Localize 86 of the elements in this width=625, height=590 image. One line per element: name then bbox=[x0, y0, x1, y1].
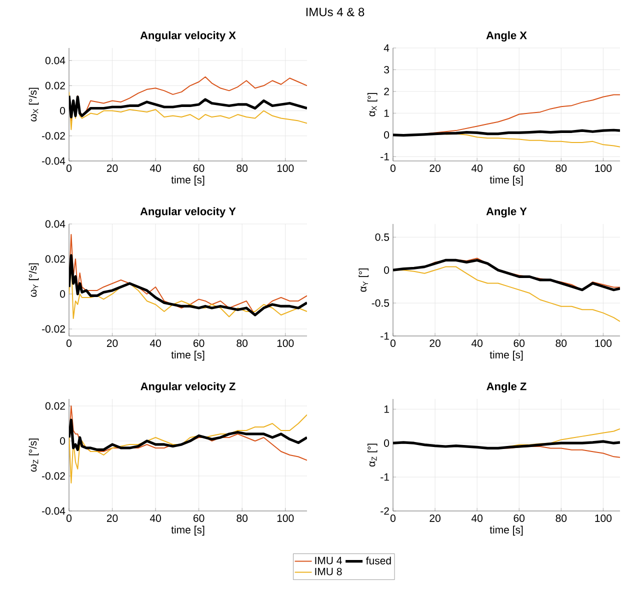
y-tick-label: 0 bbox=[60, 107, 66, 114]
x-axis-title: time [s] bbox=[171, 176, 204, 186]
y-tick-label: 0 bbox=[60, 437, 66, 445]
x-tick-label: 80 bbox=[556, 514, 567, 522]
x-tick-label: 20 bbox=[430, 340, 440, 347]
x-tick-label: 0 bbox=[390, 164, 396, 172]
x-tick-label: 0 bbox=[66, 340, 72, 347]
x-tick-label: 60 bbox=[194, 164, 204, 172]
y-tick-label: 1 bbox=[384, 110, 389, 117]
x-tick-label: 100 bbox=[277, 340, 294, 347]
x-tick-label: 100 bbox=[277, 514, 294, 522]
y-axis-title: ω$_{Z}$ [°/s] bbox=[28, 438, 39, 472]
x-tick-label: 20 bbox=[430, 164, 440, 172]
x-tick-label: 20 bbox=[106, 514, 118, 522]
y-tick-label: -0.02 bbox=[42, 132, 65, 140]
y-tick-label: 0 bbox=[384, 266, 390, 274]
x-tick-label: 40 bbox=[471, 514, 483, 522]
x-tick-label: 0 bbox=[66, 164, 72, 172]
y-tick-label: 0.02 bbox=[45, 255, 65, 263]
x-axis-title: time [s] bbox=[490, 176, 523, 186]
x-tick-label: 80 bbox=[556, 164, 567, 172]
x-tick-label: 100 bbox=[595, 340, 612, 347]
y-axis-title: α$_{Z}$ [°] bbox=[367, 444, 378, 467]
y-tick-label: -0.04 bbox=[42, 157, 66, 165]
x-tick-label: 0 bbox=[390, 514, 396, 522]
y-axis-title: α$_{X}$ [°] bbox=[367, 93, 378, 116]
y-tick-label: -0.02 bbox=[42, 325, 65, 333]
chart-title: Angular velocity Y bbox=[140, 207, 236, 218]
y-tick-label: 0.02 bbox=[45, 82, 65, 90]
line-series bbox=[393, 258, 620, 292]
legend-label: fused bbox=[366, 556, 391, 564]
x-tick-label: 80 bbox=[236, 340, 248, 347]
y-tick-label: -0.5 bbox=[372, 299, 390, 307]
x-tick-label: 0 bbox=[390, 340, 396, 347]
y-tick-label: 2 bbox=[384, 88, 389, 96]
chart-title: Angle Y bbox=[486, 207, 527, 218]
legend-label: IMU 4 bbox=[315, 556, 342, 564]
x-tick-label: 60 bbox=[514, 340, 525, 347]
y-tick-label: 1 bbox=[384, 406, 389, 413]
x-tick-label: 40 bbox=[150, 340, 161, 347]
y-tick-label: -0.04 bbox=[42, 507, 66, 515]
x-tick-label: 80 bbox=[236, 514, 248, 522]
x-axis-title: time [s] bbox=[171, 526, 204, 536]
x-tick-label: 0 bbox=[66, 514, 72, 522]
text: IMUs 4 & 8 bbox=[306, 8, 364, 16]
y-tick-label: 3 bbox=[384, 66, 390, 74]
y-tick-label: 0 bbox=[384, 439, 390, 447]
y-tick-label: -2 bbox=[380, 507, 389, 515]
x-tick-label: 60 bbox=[194, 340, 204, 347]
x-tick-label: 60 bbox=[194, 514, 204, 522]
y-tick-label: 0 bbox=[60, 290, 66, 298]
x-tick-label: 40 bbox=[150, 164, 161, 172]
y-tick-label: 4 bbox=[384, 44, 390, 52]
y-axis-title: ω$_{X}$ [°/s] bbox=[28, 88, 39, 122]
y-tick-label: 0.04 bbox=[45, 56, 66, 64]
y-tick-label: 0.5 bbox=[375, 233, 390, 241]
y-axis-title: α$_{Y}$ [°] bbox=[358, 268, 369, 292]
x-tick-label: 20 bbox=[430, 514, 440, 522]
chart-title: Angle Z bbox=[486, 382, 526, 392]
y-tick-label: -1 bbox=[380, 332, 389, 340]
y-tick-label: 0.04 bbox=[45, 220, 66, 228]
x-axis-title: time [s] bbox=[490, 526, 523, 536]
x-tick-label: 40 bbox=[150, 514, 161, 522]
x-tick-label: 20 bbox=[106, 164, 118, 172]
x-axis-title: time [s] bbox=[171, 350, 204, 361]
x-axis-title: time [s] bbox=[490, 350, 523, 361]
legend-label: IMU 8 bbox=[315, 568, 342, 576]
y-tick-label: -0.02 bbox=[42, 472, 65, 480]
x-tick-label: 100 bbox=[595, 164, 612, 172]
y-tick-label: -1 bbox=[380, 153, 389, 160]
x-tick-label: 40 bbox=[471, 340, 483, 347]
chart-title: Angular velocity X bbox=[140, 31, 236, 42]
x-tick-label: 60 bbox=[514, 514, 525, 522]
y-tick-label: 0 bbox=[384, 131, 390, 139]
x-tick-label: 100 bbox=[595, 514, 612, 522]
x-tick-label: 40 bbox=[471, 164, 483, 172]
y-axis-title: ω$_{Y}$ [°/s] bbox=[28, 263, 39, 297]
y-tick-label: -1 bbox=[380, 473, 389, 481]
x-tick-label: 80 bbox=[236, 164, 248, 172]
chart-title: Angular velocity Z bbox=[140, 382, 236, 392]
x-tick-label: 80 bbox=[556, 340, 567, 347]
x-tick-label: 60 bbox=[514, 164, 525, 172]
x-tick-label: 100 bbox=[277, 164, 294, 172]
x-tick-label: 20 bbox=[106, 340, 118, 347]
chart-title: Angle X bbox=[486, 31, 527, 42]
y-tick-label: 0.02 bbox=[45, 402, 65, 410]
